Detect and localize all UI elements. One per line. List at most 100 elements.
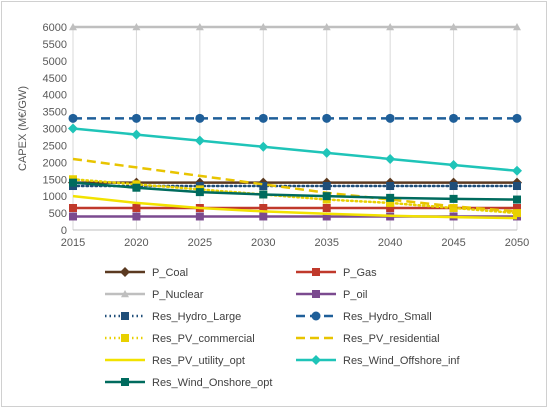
data-point-Res_PV_commercial-2050 xyxy=(513,209,521,218)
legend-item-P_Coal: P_Coal xyxy=(105,267,188,279)
series-Res_Wind_Onshore_opt xyxy=(69,178,521,204)
x-tick-label: 2035 xyxy=(314,237,338,249)
legend-marker-P_Nuclear xyxy=(121,290,129,298)
data-point-P_Nuclear-2030 xyxy=(259,23,268,31)
data-point-Res_Wind_Onshore_opt-2030 xyxy=(259,190,268,199)
series-Res_Wind_Offshore_inf xyxy=(68,123,522,176)
legend-item-Res_Wind_Offshore_inf: Res_Wind_Offshore_inf xyxy=(296,355,461,367)
data-point-P_Nuclear-2045 xyxy=(449,23,458,31)
data-point-Res_Wind_Onshore_opt-2020 xyxy=(132,183,141,192)
data-point-Res_Hydro_Small-2020 xyxy=(131,113,141,123)
data-point-P_Gas-2020 xyxy=(132,204,141,213)
data-point-Res_Wind_Offshore_inf-2045 xyxy=(448,160,459,171)
data-point-P_oil-2035 xyxy=(322,212,331,221)
series-line-Res_PV_residential xyxy=(72,157,518,213)
data-point-P_oil-2025 xyxy=(195,212,204,221)
legend-item-Res_PV_utility_opt: Res_PV_utility_opt xyxy=(105,355,245,367)
y-tick-label: 3500 xyxy=(43,107,67,119)
data-point-P_Gas-2040 xyxy=(386,204,395,213)
data-point-P_Nuclear-2020 xyxy=(132,23,141,31)
data-point-Res_Hydro_Small-2045 xyxy=(449,113,459,123)
x-tick-label: 2045 xyxy=(441,237,465,249)
data-point-P_Gas-2015 xyxy=(69,204,77,213)
legend-item-Res_Wind_Onshore_opt: Res_Wind_Onshore_opt xyxy=(105,377,272,389)
data-point-P_oil-2020 xyxy=(132,212,141,221)
data-point-Res_Hydro_Small-2015 xyxy=(68,113,78,123)
legend-label-Res_Hydro_Large: Res_Hydro_Large xyxy=(152,311,241,323)
data-point-Res_Hydro_Small-2050 xyxy=(512,113,522,123)
legend-item-Res_PV_residential: Res_PV_residential xyxy=(296,333,440,345)
data-point-Res_Wind_Offshore_inf-2025 xyxy=(194,135,205,146)
y-tick-label: 4000 xyxy=(43,90,67,102)
data-point-Res_Hydro_Small-2025 xyxy=(195,113,205,123)
series-line-Res_PV_commercial xyxy=(71,178,519,215)
data-point-Res_Wind_Onshore_opt-2015 xyxy=(69,178,77,187)
x-tick-label: 2020 xyxy=(124,237,148,249)
y-axis-label: CAPEX (M€/GW) xyxy=(17,86,29,171)
data-point-Res_Wind_Offshore_inf-2020 xyxy=(131,129,142,140)
legend-item-P_oil: P_oil xyxy=(296,289,367,301)
data-point-Res_Wind_Offshore_inf-2040 xyxy=(385,153,396,164)
legend-marker-P_Coal xyxy=(120,267,130,277)
legend-label-Res_Hydro_Small: Res_Hydro_Small xyxy=(343,311,432,323)
y-tick-label: 4500 xyxy=(43,73,67,85)
data-point-Res_Hydro_Large-2030 xyxy=(259,182,268,191)
data-point-Res_Wind_Onshore_opt-2040 xyxy=(386,193,395,202)
y-tick-label: 5500 xyxy=(43,39,67,51)
data-point-Res_PV_commercial-2045 xyxy=(449,204,458,213)
y-tick-label: 0 xyxy=(61,225,67,237)
legend-marker-Res_Hydro_Large xyxy=(121,312,129,320)
data-point-Res_Hydro_Large-2035 xyxy=(322,182,331,191)
series-line-Res_Wind_Onshore_opt xyxy=(72,181,518,201)
legend-item-Res_Hydro_Small: Res_Hydro_Small xyxy=(296,311,432,323)
legend-label-P_Gas: P_Gas xyxy=(343,267,377,279)
data-point-P_Nuclear-2025 xyxy=(195,23,204,31)
data-point-Res_Wind_Offshore_inf-2030 xyxy=(258,141,269,152)
data-point-Res_Wind_Onshore_opt-2025 xyxy=(195,188,204,197)
legend-marker-Res_Wind_Onshore_opt xyxy=(121,378,129,386)
x-tick-label: 2040 xyxy=(378,237,402,249)
data-point-P_Gas-2030 xyxy=(259,204,268,213)
series-Res_Hydro_Small xyxy=(68,113,522,123)
data-point-Res_Wind_Onshore_opt-2050 xyxy=(513,195,521,204)
legend-item-Res_PV_commercial: Res_PV_commercial xyxy=(105,333,255,345)
legend-label-Res_Wind_Offshore_inf: Res_Wind_Offshore_inf xyxy=(343,355,461,367)
data-point-P_oil-2030 xyxy=(259,212,268,221)
data-point-Res_Wind_Offshore_inf-2035 xyxy=(321,147,332,158)
y-tick-label: 1000 xyxy=(43,191,67,203)
legend-label-Res_PV_commercial: Res_PV_commercial xyxy=(152,333,255,345)
data-point-P_Nuclear-2050 xyxy=(513,23,521,31)
data-point-Res_Hydro_Small-2030 xyxy=(258,113,268,123)
data-point-Res_Hydro_Large-2050 xyxy=(513,182,521,191)
series-layer xyxy=(68,23,522,221)
data-point-P_Nuclear-2015 xyxy=(69,23,77,31)
data-point-P_Gas-2035 xyxy=(322,204,331,213)
data-point-Res_Hydro_Small-2040 xyxy=(385,113,395,123)
series-Res_PV_utility_opt xyxy=(72,194,518,220)
legend-label-Res_Wind_Onshore_opt: Res_Wind_Onshore_opt xyxy=(152,377,272,389)
data-point-P_oil-2015 xyxy=(69,212,77,221)
legend: P_Coal P_Gas P_Nuclear P_oil Res_Hydro_Large… xyxy=(105,267,461,389)
legend-label-P_Coal: P_Coal xyxy=(152,267,188,279)
legend-marker-Res_Wind_Offshore_inf xyxy=(311,355,321,365)
data-point-P_Gas-2050 xyxy=(513,204,521,213)
legend-marker-Res_PV_commercial xyxy=(121,334,129,342)
legend-label-Res_PV_residential: Res_PV_residential xyxy=(343,333,440,345)
x-tick-label: 2025 xyxy=(188,237,212,249)
legend-label-Res_PV_utility_opt: Res_PV_utility_opt xyxy=(152,355,245,367)
x-tick-label: 2015 xyxy=(61,237,85,249)
y-tick-label: 500 xyxy=(49,208,67,220)
axes: 0 500 1000 1500 2000 2500 3000 3500 4000 4500 5000… xyxy=(43,22,530,249)
data-point-Res_Wind_Offshore_inf-2050 xyxy=(512,165,522,176)
data-point-Res_Hydro_Large-2040 xyxy=(386,182,395,191)
data-point-Res_Hydro_Small-2035 xyxy=(322,113,332,123)
x-tick-label: 2050 xyxy=(505,237,529,249)
series-line-Res_PV_utility_opt xyxy=(72,194,518,220)
series-line-Res_Wind_Offshore_inf xyxy=(72,127,518,173)
series-P_Nuclear xyxy=(69,23,521,31)
y-tick-label: 5000 xyxy=(43,56,67,68)
legend-item-P_Gas: P_Gas xyxy=(296,267,377,279)
x-tick-label: 2030 xyxy=(251,237,275,249)
y-tick-label: 2000 xyxy=(43,157,67,169)
